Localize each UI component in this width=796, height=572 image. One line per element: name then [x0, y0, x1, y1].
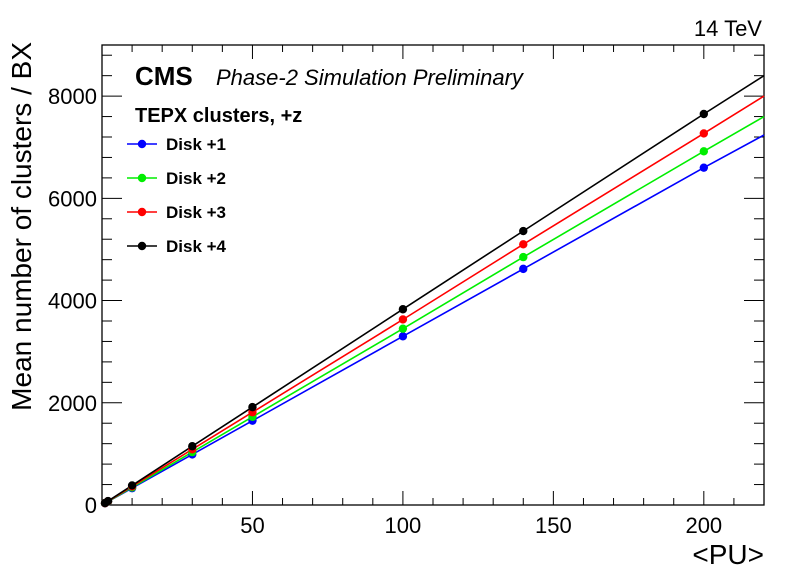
legend-marker [137, 139, 147, 149]
legend-entry: Disk +4 [166, 237, 227, 256]
data-points [100, 109, 709, 508]
y-tick-label: 4000 [48, 289, 97, 314]
legend-entry: Disk +1 [166, 135, 226, 154]
data-point-series-4 [248, 402, 257, 412]
experiment-label: CMS [135, 61, 193, 91]
y-tick-label: 8000 [48, 84, 97, 109]
energy-label: 14 TeV [694, 16, 762, 41]
fit-line-series-3 [101, 95, 765, 506]
data-point-series-3 [398, 315, 408, 324]
x-tick-label: 100 [385, 513, 422, 538]
x-tick-label: 50 [240, 513, 264, 538]
y-tick-label: 0 [85, 493, 97, 518]
data-point-series-4 [103, 496, 113, 506]
data-point-series-1 [699, 163, 709, 172]
data-point-series-4 [127, 481, 137, 490]
data-point-series-3 [699, 129, 709, 138]
data-point-series-1 [398, 332, 408, 341]
y-axis-title: Mean number of clusters / BX [6, 42, 37, 411]
data-point-series-4 [398, 305, 408, 314]
data-point-series-1 [519, 264, 528, 274]
chart-subtitle: TEPX clusters, +z [135, 105, 302, 127]
legend-marker [137, 241, 147, 251]
y-tick-label: 2000 [48, 391, 97, 416]
legend-marker [137, 207, 147, 217]
x-axis-title: <PU> [692, 539, 764, 570]
fit-line-series-1 [101, 134, 765, 506]
legend: Disk +1 Disk +2 Disk +3 Disk +4 [127, 135, 227, 256]
data-point-series-3 [519, 240, 528, 249]
data-point-series-2 [398, 324, 408, 333]
data-point-series-4 [519, 226, 528, 236]
data-point-series-4 [188, 442, 197, 451]
data-point-series-4 [699, 109, 709, 119]
legend-marker [137, 173, 147, 183]
legend-entry: Disk +2 [166, 169, 226, 188]
y-tick-label: 6000 [48, 186, 97, 211]
data-point-series-2 [519, 252, 528, 262]
data-point-series-2 [699, 147, 709, 156]
x-tick-label: 150 [535, 513, 572, 538]
axis-ticks [102, 45, 764, 505]
legend-entry: Disk +3 [166, 203, 226, 222]
status-label: Phase-2 Simulation Preliminary [216, 65, 525, 90]
x-tick-label: 200 [685, 513, 722, 538]
